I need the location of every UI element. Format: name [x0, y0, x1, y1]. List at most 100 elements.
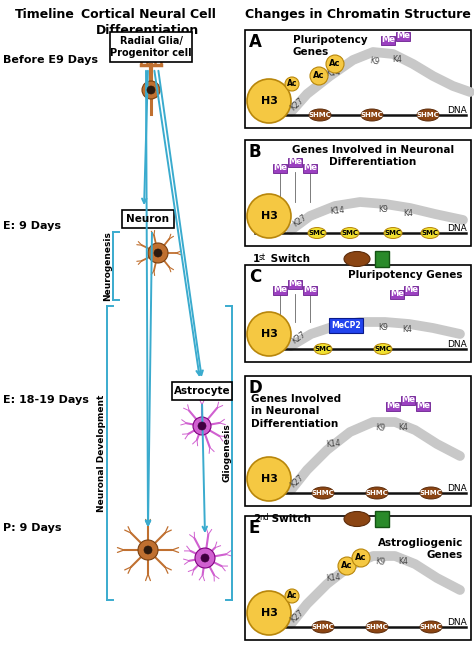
Text: E: 18-19 Days: E: 18-19 Days	[3, 395, 89, 405]
Ellipse shape	[341, 228, 359, 238]
Text: SHMC: SHMC	[361, 112, 383, 118]
Text: SHMC: SHMC	[419, 624, 442, 630]
Text: Me: Me	[273, 286, 287, 295]
Text: Me: Me	[390, 290, 404, 299]
Text: SMC: SMC	[315, 346, 331, 352]
Circle shape	[195, 548, 215, 568]
Bar	[172, 382, 232, 400]
Circle shape	[198, 422, 206, 430]
Text: Genes Involved in Neuronal
Differentiation: Genes Involved in Neuronal Differentiati…	[292, 145, 454, 167]
Circle shape	[144, 546, 152, 554]
Text: H3: H3	[261, 211, 277, 221]
Bar	[245, 516, 471, 640]
Text: Gliogenesis: Gliogenesis	[222, 424, 231, 482]
Text: Switch: Switch	[268, 514, 311, 524]
Text: Pluripotency
Genes: Pluripotency Genes	[293, 35, 368, 57]
Ellipse shape	[312, 487, 334, 499]
Bar	[396, 32, 410, 41]
Text: SMC: SMC	[374, 346, 392, 352]
Ellipse shape	[421, 228, 439, 238]
Ellipse shape	[420, 621, 442, 633]
Ellipse shape	[314, 343, 332, 355]
Text: K4: K4	[398, 557, 408, 567]
Bar	[303, 163, 317, 172]
Bar	[375, 251, 389, 267]
Text: st: st	[259, 253, 266, 263]
Text: SMC: SMC	[341, 230, 358, 236]
Text: Ac: Ac	[355, 553, 367, 563]
Text: E: 9 Days: E: 9 Days	[3, 221, 61, 231]
Bar	[303, 286, 317, 295]
Circle shape	[138, 540, 158, 560]
Text: K27: K27	[291, 330, 308, 346]
Text: Switch: Switch	[267, 254, 310, 264]
Bar	[329, 318, 363, 333]
Text: Radial Glia/
Progenitor cell: Radial Glia/ Progenitor cell	[110, 36, 192, 58]
Ellipse shape	[361, 109, 383, 121]
Text: DNA: DNA	[447, 224, 467, 233]
Text: Me: Me	[303, 286, 317, 295]
Text: K27: K27	[289, 96, 305, 113]
Text: E: E	[249, 519, 260, 537]
Text: DNA: DNA	[447, 340, 467, 349]
Ellipse shape	[344, 511, 370, 526]
Text: K4: K4	[392, 55, 402, 64]
Circle shape	[338, 557, 356, 575]
Text: Ac: Ac	[287, 80, 297, 88]
Text: K9: K9	[369, 56, 381, 66]
Text: SHMC: SHMC	[311, 490, 334, 496]
Text: Neurogenesis: Neurogenesis	[103, 231, 112, 301]
Text: 1: 1	[253, 254, 260, 264]
Text: K4: K4	[403, 209, 413, 218]
Ellipse shape	[366, 621, 388, 633]
Circle shape	[247, 194, 291, 238]
Circle shape	[193, 417, 211, 435]
Text: DNA: DNA	[447, 618, 467, 627]
Text: MeCP2: MeCP2	[331, 322, 361, 330]
Text: Changes in Chromatin Structure: Changes in Chromatin Structure	[245, 8, 471, 21]
Text: Me: Me	[273, 163, 287, 172]
Text: P: 9 Days: P: 9 Days	[3, 523, 62, 533]
Text: Ac: Ac	[287, 592, 297, 601]
Circle shape	[247, 591, 291, 635]
Text: A: A	[249, 33, 262, 51]
Text: Me: Me	[396, 32, 410, 41]
Ellipse shape	[374, 343, 392, 355]
Text: K9: K9	[378, 205, 388, 213]
Text: DNA: DNA	[447, 484, 467, 493]
Bar	[273, 163, 287, 172]
Ellipse shape	[309, 109, 331, 121]
Text: SHMC: SHMC	[311, 624, 334, 630]
Text: H3: H3	[261, 608, 277, 618]
Bar	[390, 290, 404, 299]
Bar	[381, 36, 395, 45]
Text: Astrocyte: Astrocyte	[173, 386, 230, 396]
Text: K14: K14	[325, 439, 341, 449]
Text: K27: K27	[289, 608, 305, 624]
Text: Pluripotency Genes: Pluripotency Genes	[348, 270, 463, 280]
Text: H3: H3	[261, 96, 277, 106]
Text: Me: Me	[416, 401, 430, 411]
Circle shape	[247, 312, 291, 356]
Circle shape	[148, 243, 168, 263]
Circle shape	[285, 589, 299, 603]
Circle shape	[285, 77, 299, 91]
Text: K27: K27	[292, 213, 309, 229]
Text: SHMC: SHMC	[365, 490, 388, 496]
Ellipse shape	[308, 228, 326, 238]
Text: D: D	[249, 379, 263, 397]
Text: K9: K9	[378, 322, 388, 332]
Ellipse shape	[366, 487, 388, 499]
Text: SHMC: SHMC	[309, 112, 331, 118]
Text: Ac: Ac	[313, 72, 325, 80]
Bar	[110, 32, 192, 62]
Text: Me: Me	[381, 36, 395, 45]
Bar	[245, 376, 471, 506]
Text: H3: H3	[261, 474, 277, 484]
Text: H3: H3	[261, 329, 277, 339]
Text: SMC: SMC	[421, 230, 438, 236]
Text: K4: K4	[402, 326, 412, 334]
Text: SHMC: SHMC	[419, 490, 442, 496]
Text: K14: K14	[329, 325, 345, 335]
Text: K4: K4	[398, 424, 408, 432]
